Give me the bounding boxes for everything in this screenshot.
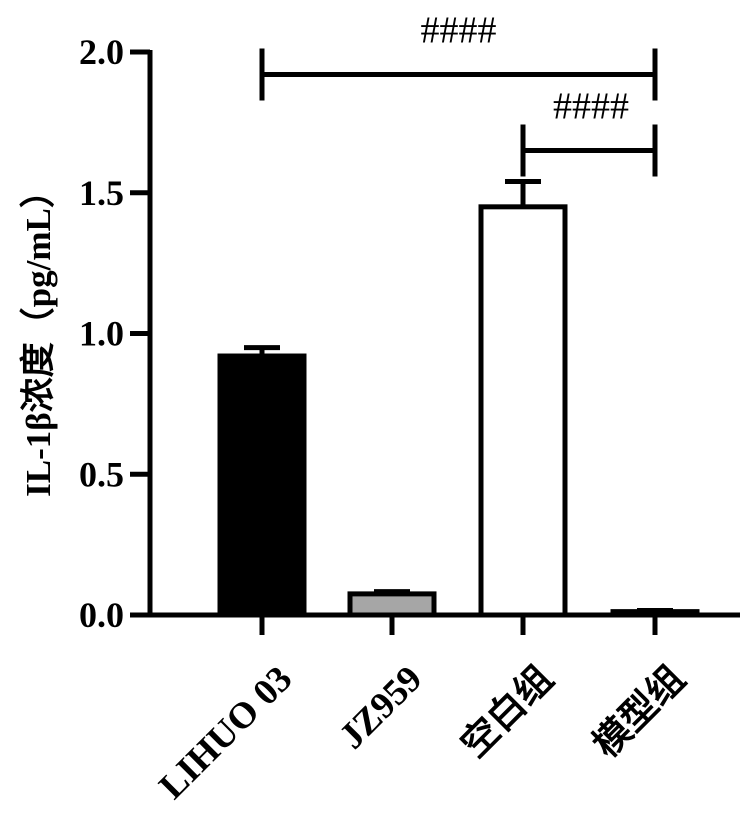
x-tick-label: LIHUO 03 xyxy=(151,658,300,807)
y-tick-label: 2.0 xyxy=(79,32,124,72)
y-axis-title: IL-1β浓度（pg/mL） xyxy=(19,173,58,497)
y-tick-label: 1.0 xyxy=(79,314,124,354)
x-tick-label: 模型组 xyxy=(585,658,693,766)
significance-brackets: #### #### xyxy=(262,10,655,177)
y-tick-label: 1.5 xyxy=(79,173,124,213)
significance-label: #### xyxy=(421,10,497,52)
bar xyxy=(220,356,304,615)
bar xyxy=(481,207,565,615)
y-tick-label: 0.5 xyxy=(79,454,124,494)
bars xyxy=(220,181,697,615)
bar xyxy=(350,594,434,615)
significance-label: #### xyxy=(553,86,629,128)
x-tick-label: JZ959 xyxy=(332,658,431,757)
x-tick-label: 空白组 xyxy=(453,658,561,766)
y-tick-label: 0.0 xyxy=(79,595,124,635)
